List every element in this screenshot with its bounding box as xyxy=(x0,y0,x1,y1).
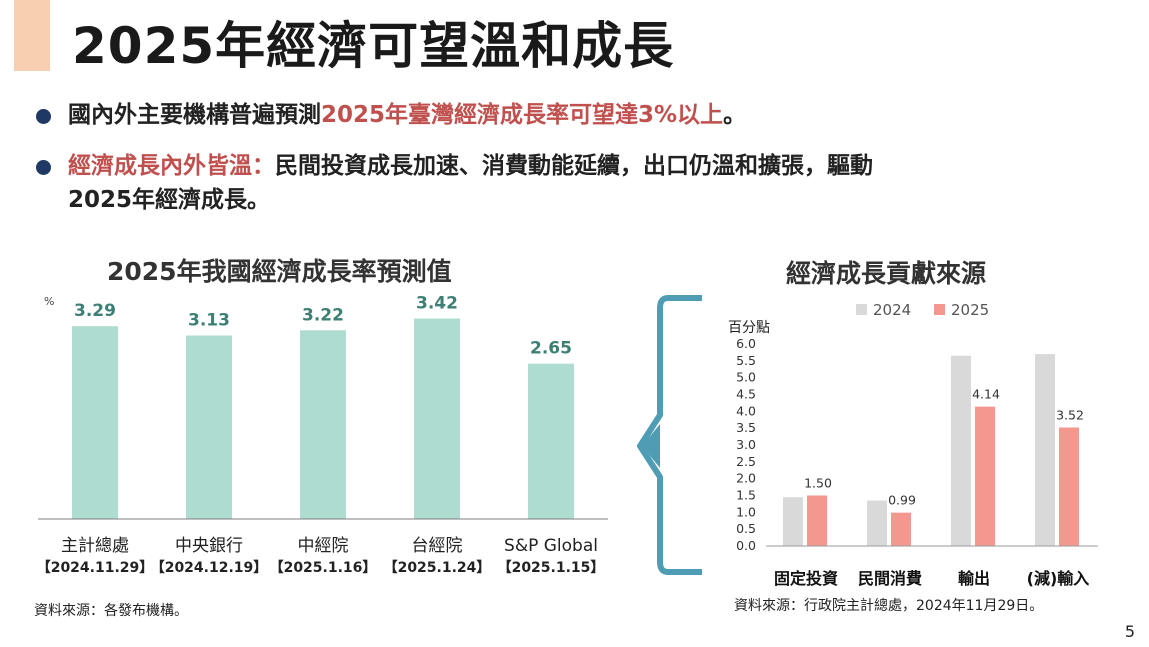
category-label: 固定投資 xyxy=(774,569,838,588)
bullet-dot-icon xyxy=(36,160,51,175)
y-tick-label: 1.5 xyxy=(736,488,756,503)
y-tick-label: 3.0 xyxy=(736,437,756,452)
y-unit-label: % xyxy=(44,295,54,308)
title-accent-bar xyxy=(14,0,50,71)
date-label: 【2025.1.16】 xyxy=(270,560,377,576)
category-label: 主計總處 xyxy=(61,536,129,556)
bullet-1-post: 。 xyxy=(723,102,747,128)
y-tick-label: 2.0 xyxy=(736,471,756,486)
forecast-chart: % 3.29 主計總處【2024.11.29】 3.13 中央銀行【2024.12.19… xyxy=(37,294,608,576)
contribution-bar xyxy=(1059,427,1079,546)
value-label: 3.52 xyxy=(1056,407,1084,422)
forecast-bar xyxy=(72,326,118,519)
date-label: 【2025.1.24】 xyxy=(384,560,491,576)
value-label: 2.65 xyxy=(530,339,572,359)
page-number: 5 xyxy=(1124,622,1135,641)
bullet-2-line2: 2025年經濟成長。 xyxy=(68,187,271,213)
contribution-bar xyxy=(975,406,995,546)
value-label: 0.99 xyxy=(888,493,916,508)
value-label: 3.13 xyxy=(188,311,230,331)
legend-swatch xyxy=(856,304,867,315)
category-label: 中央銀行 xyxy=(175,536,243,556)
category-label: S&P Global xyxy=(504,536,598,556)
bracket-icon xyxy=(637,295,702,575)
contribution-bar xyxy=(1035,354,1055,546)
y-tick-label: 2.5 xyxy=(736,454,756,469)
y-tick-label: 4.0 xyxy=(736,403,756,418)
date-label: 【2025.1.15】 xyxy=(498,560,605,576)
category-label: 民間消費 xyxy=(858,569,922,588)
bullet-dot-icon xyxy=(36,109,51,124)
category-label: (減)輸入 xyxy=(1027,569,1090,588)
bullet-2-highlight: 經濟成長內外皆溫： xyxy=(68,153,275,179)
forecast-bar xyxy=(528,363,574,519)
y-axis-label: 百分點 xyxy=(728,320,770,336)
forecast-bar xyxy=(300,330,346,519)
y-tick-label: 5.0 xyxy=(736,370,756,385)
left-chart-title: 2025年我國經濟成長率預測值 xyxy=(107,257,452,286)
contribution-bar xyxy=(951,355,971,546)
bullet-2-text: 經濟成長內外皆溫：民間投資成長加速、消費動能延續，出口仍溫和擴張，驅動 xyxy=(68,151,873,181)
forecast-bar xyxy=(186,335,232,519)
value-label: 4.14 xyxy=(972,387,1000,402)
y-tick-label: 6.0 xyxy=(736,336,756,351)
bullet-1-text: 國內外主要機構普遍預測2025年臺灣經濟成長率可望達3%以上。 xyxy=(68,100,746,130)
left-source-note: 資料來源：各發布機構。 xyxy=(34,603,188,619)
y-tick-label: 3.5 xyxy=(736,420,756,435)
contribution-bar xyxy=(867,500,887,546)
value-label: 3.29 xyxy=(74,301,116,321)
category-label: 中經院 xyxy=(298,536,349,556)
contribution-chart: 2024 2025百分點0.00.51.01.52.02.53.03.54.04.… xyxy=(728,301,1098,588)
page-title: 2025年經濟可望溫和成長 xyxy=(72,17,675,75)
bullet-2-line1: 民間投資成長加速、消費動能延續，出口仍溫和擴張，驅動 xyxy=(275,153,873,179)
value-label: 1.50 xyxy=(804,476,832,491)
y-tick-label: 4.5 xyxy=(736,387,756,402)
y-tick-label: 5.5 xyxy=(736,353,756,368)
bullet-1-pre: 國內外主要機構普遍預測 xyxy=(68,102,321,128)
contribution-bar xyxy=(783,497,803,546)
category-label: 台經院 xyxy=(412,536,463,556)
right-source-note: 資料來源：行政院主計總處，2024年11月29日。 xyxy=(734,598,1044,614)
date-label: 【2024.11.29】 xyxy=(37,560,154,576)
legend-label: 2025 xyxy=(951,301,989,319)
bullet-1-highlight: 2025年臺灣經濟成長率可望達3%以上 xyxy=(321,102,724,128)
forecast-bar xyxy=(414,318,460,519)
value-label: 3.42 xyxy=(416,294,458,314)
value-label: 3.22 xyxy=(302,305,344,325)
category-label: 輸出 xyxy=(958,569,990,588)
date-label: 【2024.12.19】 xyxy=(151,560,268,576)
y-tick-label: 1.0 xyxy=(736,504,756,519)
y-tick-label: 0.5 xyxy=(736,521,756,536)
legend-label: 2024 xyxy=(873,301,911,319)
y-tick-label: 0.0 xyxy=(736,538,756,553)
contribution-bar xyxy=(891,512,911,546)
legend-swatch xyxy=(934,304,945,315)
right-chart-title: 經濟成長貢獻來源 xyxy=(786,259,987,288)
contribution-bar xyxy=(807,495,827,546)
